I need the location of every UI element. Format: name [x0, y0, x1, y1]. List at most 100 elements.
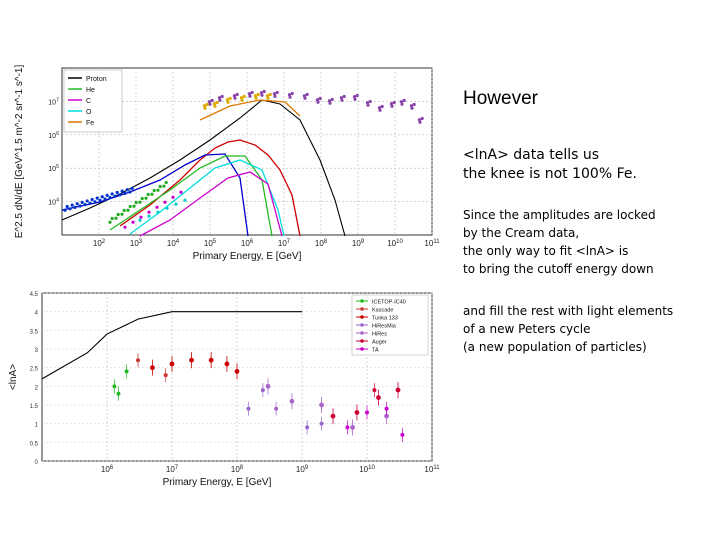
data-point: [402, 98, 406, 103]
data-point: [319, 421, 324, 426]
data-point: [208, 102, 212, 106]
data-point: [316, 100, 320, 104]
data-point: [355, 93, 359, 98]
data-point: [164, 180, 168, 185]
legend-marker: [360, 331, 364, 335]
data-point: [242, 94, 246, 99]
data-point: [75, 202, 79, 206]
x-tick-label: 104: [167, 239, 180, 248]
legend-label: Proton: [86, 76, 107, 83]
data-point: [212, 102, 217, 106]
data-point: [162, 184, 166, 188]
model-line: [41, 311, 302, 380]
data-point: [268, 92, 272, 97]
data-point: [235, 92, 239, 97]
data-point: [247, 92, 252, 96]
data-point: [115, 190, 119, 195]
data-point: [113, 194, 117, 198]
data-point: [412, 102, 416, 107]
data-point: [183, 198, 187, 202]
y-tick-label: 105: [48, 164, 59, 173]
legend-label: HiResMia: [372, 324, 397, 330]
spectrum-chart: 102 103 104 105 106 107 108 109 1010 1011 104 105 10…: [14, 65, 440, 262]
data-point: [303, 96, 307, 100]
y-tick-label: 4: [35, 311, 39, 317]
data-point: [105, 193, 109, 197]
data-point: [327, 99, 332, 103]
legend-label: HiRes: [372, 332, 387, 338]
y-tick-label: 2.5: [30, 367, 39, 373]
data-point: [366, 103, 370, 107]
data-point: [384, 406, 389, 411]
data-point: [290, 91, 294, 96]
data-point: [80, 200, 84, 204]
data-point: [70, 203, 74, 207]
data-point: [376, 395, 381, 400]
data-point: [120, 212, 124, 216]
x-tick-label: 108: [231, 465, 244, 474]
legend: Proton He CO Fe: [63, 69, 123, 133]
legend-label: C: [86, 98, 91, 105]
data-point: [95, 196, 99, 200]
data-point: [272, 92, 277, 96]
data-point: [128, 190, 132, 194]
y-tick-label: 3.5: [30, 329, 39, 335]
legend-label: He: [86, 87, 95, 94]
data-point: [365, 101, 370, 105]
data-point: [215, 100, 219, 105]
data-point: [365, 410, 369, 415]
data-point: [189, 357, 194, 363]
data-point: [409, 104, 414, 108]
y-tick-label: 104: [48, 198, 59, 207]
paragraph-cream-amplitudes: Since the amplitudes are locked by the C…: [463, 208, 656, 276]
x-tick-label: 107: [278, 239, 291, 248]
data-point: [163, 373, 168, 378]
data-point: [390, 104, 394, 108]
data-point: [315, 98, 320, 102]
data-point: [116, 391, 121, 396]
data-point: [207, 100, 212, 104]
data-point: [256, 92, 260, 97]
data-point: [275, 90, 279, 95]
data-point: [254, 96, 258, 100]
x-tick-label: 103: [130, 239, 143, 248]
legend: ICETOP-IC40 Kascade Tunka 133 HiResMia HiRes…: [351, 294, 429, 356]
data-point: [138, 218, 142, 222]
data-point: [85, 199, 89, 203]
x-tick-label: 1010: [387, 239, 403, 248]
data-point: [260, 388, 265, 393]
data-point: [140, 196, 144, 201]
data-point: [232, 94, 237, 98]
data-point: [259, 91, 264, 95]
data-point: [78, 204, 82, 208]
data-point: [110, 192, 114, 196]
data-point: [418, 120, 422, 124]
x-tick-label: 1011: [424, 465, 440, 474]
data-point: [122, 208, 126, 213]
data-point: [68, 207, 72, 211]
data-point: [125, 188, 129, 192]
data-point: [103, 197, 107, 201]
data-point: [93, 200, 97, 204]
data-point: [250, 90, 254, 95]
data-point: [266, 96, 270, 100]
data-point: [389, 102, 394, 106]
data-point: [114, 216, 118, 220]
data-point: [305, 425, 310, 430]
data-point: [262, 89, 266, 94]
data-point: [138, 200, 142, 204]
data-point: [417, 118, 422, 122]
data-point: [234, 369, 240, 374]
data-point: [217, 96, 222, 100]
data-point: [265, 383, 271, 389]
data-point: [63, 208, 67, 212]
data-point: [100, 195, 104, 199]
paragraph-knee-not-fe: <lnA> data tells us the knee is not 100%…: [463, 147, 637, 182]
data-point: [305, 92, 309, 97]
y-tick-label: 106: [48, 131, 59, 140]
data-point: [319, 402, 324, 408]
data-point: [330, 413, 336, 419]
data-point: [218, 98, 222, 102]
data-point: [169, 361, 175, 367]
data-point: [400, 102, 404, 106]
